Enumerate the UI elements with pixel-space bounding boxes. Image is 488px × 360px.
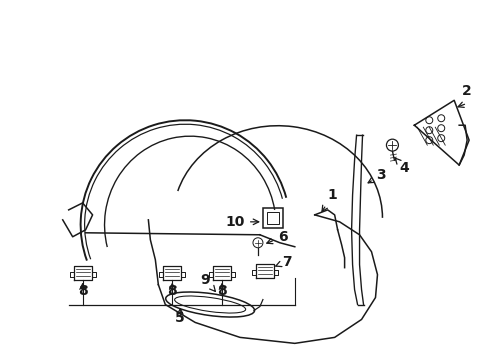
Text: 4: 4 — [394, 158, 408, 175]
Text: 6: 6 — [266, 230, 287, 244]
Text: 10: 10 — [225, 215, 258, 229]
Bar — [263, 208, 282, 228]
Text: 8: 8 — [78, 284, 87, 298]
Text: 1: 1 — [321, 188, 337, 211]
Text: 7: 7 — [275, 255, 291, 269]
Text: 8: 8 — [167, 284, 177, 298]
Text: 2: 2 — [461, 84, 471, 98]
Text: 5: 5 — [175, 311, 185, 325]
Text: 9: 9 — [200, 273, 215, 291]
Bar — [266, 212, 278, 224]
Text: 8: 8 — [217, 284, 226, 298]
Text: 3: 3 — [367, 168, 386, 183]
